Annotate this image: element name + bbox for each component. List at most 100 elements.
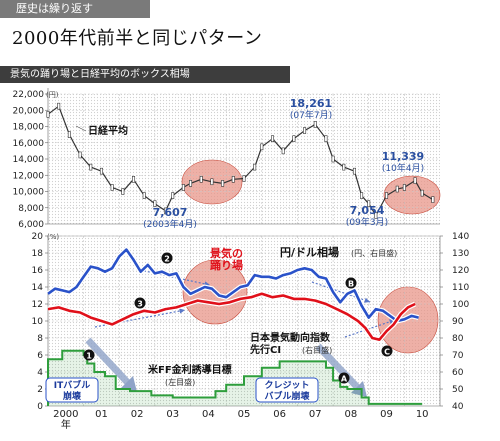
nikkei-point xyxy=(67,131,71,138)
bottom-left-ytick-label: 4 xyxy=(37,368,43,378)
nikkei-point xyxy=(331,155,335,163)
xtick-label: 04 xyxy=(202,409,215,420)
bottom-left-ytick-label: 10 xyxy=(32,317,44,327)
highlight-top-2010 xyxy=(383,175,441,215)
peak-2007-date: (07年7月) xyxy=(290,109,332,121)
top-ytick-label: 14,000 xyxy=(13,155,45,165)
nikkei-point xyxy=(57,102,61,110)
nikkei-point xyxy=(360,192,364,199)
ff-area xyxy=(48,350,423,406)
marker-circle xyxy=(381,345,393,357)
nikkei-point xyxy=(303,127,307,134)
bottom-left-ytick-label: 2 xyxy=(37,385,43,395)
it-bubble-label: ITバブル崩壊 xyxy=(54,379,91,402)
it-bubble-box xyxy=(45,377,99,403)
nikkei-point xyxy=(242,175,246,182)
plateau-label: 景気の踊り場 xyxy=(209,246,243,272)
marker-label: B xyxy=(348,280,354,289)
nikkei-point xyxy=(292,135,296,142)
nikkei-point xyxy=(395,185,399,193)
marker-label: C xyxy=(384,348,390,357)
top-ytick-label: 6,000 xyxy=(18,220,44,230)
xtick-label: 05 xyxy=(238,409,251,420)
nikkei-point xyxy=(385,192,389,199)
top-yaxis-unit: (円) xyxy=(46,91,59,99)
peak-2010-date: (10年4月) xyxy=(382,162,424,174)
marker-circle xyxy=(338,372,350,384)
ci-note: (右目盛) xyxy=(302,345,332,355)
yen-note: (円、右目盛) xyxy=(351,248,397,258)
nikkei-point xyxy=(78,151,82,159)
nikkei-point xyxy=(342,163,346,171)
bottom-right-ytick-label: 70 xyxy=(452,351,464,361)
nikkei-point xyxy=(132,176,136,183)
nikkei-point xyxy=(181,184,185,191)
marker-circle xyxy=(83,349,95,361)
bottom-left-ytick-label: 8 xyxy=(37,334,43,344)
nikkei-point xyxy=(374,212,378,219)
nikkei-point xyxy=(171,192,175,199)
nikkei-point xyxy=(210,178,214,186)
bubble-arrow-shaft xyxy=(85,337,132,387)
nikkei-point xyxy=(253,163,257,171)
nikkei-point xyxy=(99,167,103,175)
ci-label: 日本景気動向指数先行CI xyxy=(250,331,331,356)
marker-label: A xyxy=(341,375,348,384)
xtick-label: 08 xyxy=(345,409,358,420)
bottom-left-ytick-label: 18 xyxy=(32,249,44,259)
bottom-right-ytick-label: 110 xyxy=(452,283,469,293)
peak-2010-value: 11,339 xyxy=(382,150,424,163)
nikkei-point xyxy=(110,184,114,191)
top-ytick-label: 10,000 xyxy=(13,188,45,198)
bottom-right-ytick-label: 90 xyxy=(452,317,464,327)
bottom-left-ytick-label: 20 xyxy=(32,232,44,242)
trend-arrowhead xyxy=(179,308,185,314)
trend-arrow xyxy=(344,319,396,338)
chart-subtitle: 景気の踊り場と日経平均のボックス相場 xyxy=(0,66,290,83)
bottom-right-ytick-label: 40 xyxy=(452,402,464,412)
top-ytick-label: 18,000 xyxy=(13,123,45,133)
bottom-yaxis-unit: (%) xyxy=(47,233,59,241)
nikkei-point xyxy=(231,176,235,183)
yen-line xyxy=(47,248,419,323)
bottom-right-ytick-label: 50 xyxy=(452,385,464,395)
credit-bubble-label: クレジットバブル崩壊 xyxy=(264,380,310,402)
low-2003-value: 7,607 xyxy=(153,206,188,219)
marker-label: 3 xyxy=(137,300,143,309)
nikkei-point xyxy=(324,135,328,142)
header-tag: 歴史は繰り返す xyxy=(0,0,150,18)
marker-label: 2 xyxy=(164,255,170,264)
marker-circle xyxy=(345,277,357,289)
bottom-left-ytick-label: 16 xyxy=(32,266,44,276)
bottom-right-ytick-label: 60 xyxy=(452,368,464,378)
nikkei-point xyxy=(420,189,424,197)
marker-circle xyxy=(134,297,146,309)
bottom-left-ytick-label: 0 xyxy=(37,402,43,412)
top-ytick-label: 20,000 xyxy=(13,106,45,116)
nikkei-point xyxy=(413,177,417,184)
xtick-label: 07 xyxy=(309,409,322,420)
bottom-right-ytick-label: 100 xyxy=(452,300,469,310)
marker-circle xyxy=(161,252,173,264)
xtick-label: 03 xyxy=(166,409,179,420)
bottom-right-ytick-label: 120 xyxy=(452,266,469,276)
ff-label: 米FF金利誘導目標 xyxy=(148,363,232,376)
nikkei-point xyxy=(402,184,406,191)
bottom-left-ytick-label: 6 xyxy=(37,351,43,361)
nikkei-line xyxy=(47,105,434,216)
nikkei-label-leader xyxy=(75,125,87,132)
nikkei-point xyxy=(431,196,435,203)
nikkei-point xyxy=(142,192,146,199)
bottom-right-ytick-label: 130 xyxy=(452,249,469,259)
chart-title: 2000年代前半と同じパターン xyxy=(12,28,263,49)
xtick-label: 10 xyxy=(416,409,429,420)
nikkei-point xyxy=(153,200,157,207)
bottom-left-ytick-label: 12 xyxy=(32,300,43,310)
xtick-label: 2000 年 xyxy=(53,409,78,431)
trend-arrowhead xyxy=(364,297,370,303)
xtick-label: 02 xyxy=(131,409,144,420)
peak-2007-value: 18,261 xyxy=(290,97,332,110)
bubble-arrow-shaft xyxy=(315,343,362,392)
